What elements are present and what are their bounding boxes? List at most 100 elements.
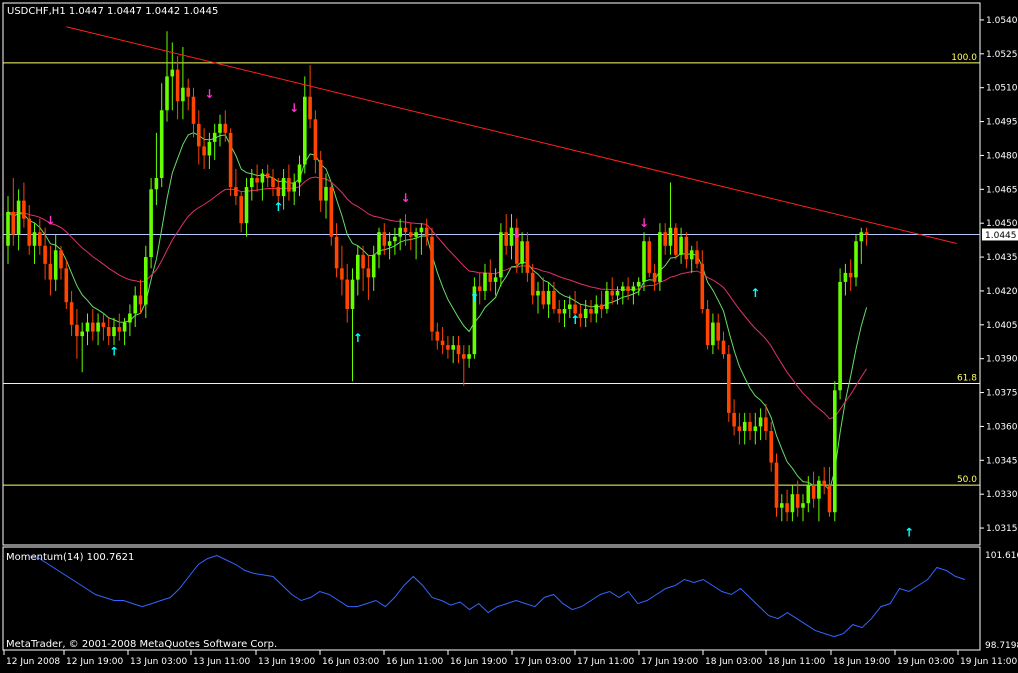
momentum-panel-frame	[2, 546, 981, 651]
candle-body	[769, 430, 773, 463]
price-tag-box	[982, 228, 1018, 241]
candle-body	[822, 480, 826, 486]
candle-body	[197, 123, 201, 147]
candle-body	[552, 290, 556, 310]
candle-body	[477, 286, 482, 291]
candle-body	[377, 232, 381, 255]
candle-body	[764, 417, 768, 431]
trendline-segment	[66, 26, 957, 244]
candle-body	[695, 250, 699, 264]
candle-body	[790, 494, 795, 513]
candle-body	[223, 123, 228, 133]
candle-body	[780, 503, 784, 508]
candle-body	[175, 69, 180, 102]
candle-body	[483, 272, 487, 291]
candle-body	[202, 146, 206, 156]
x-tick-label: 13 Jun 11:00	[193, 657, 250, 667]
candle-body	[128, 313, 132, 323]
candle-body	[652, 272, 657, 282]
candle-body	[605, 290, 609, 310]
up-arrow-icon: ↑	[750, 286, 760, 300]
x-tick-label: 18 Jun 19:00	[833, 657, 890, 667]
candle-body	[509, 227, 514, 246]
y-tick-label: 1.0435	[986, 253, 1018, 263]
candle-body	[371, 254, 376, 278]
candle-body	[525, 241, 530, 273]
candle-body	[451, 345, 455, 350]
x-tick-label: 18 Jun 03:00	[705, 657, 762, 667]
candle-body	[271, 178, 275, 188]
candle-body	[430, 236, 434, 332]
candle-body	[536, 290, 540, 296]
candle-body	[488, 272, 493, 282]
candle-body	[191, 96, 196, 124]
candle-body	[801, 503, 805, 508]
y-tick-label: 1.0420	[986, 287, 1018, 297]
candle-body	[144, 257, 148, 305]
candle-body	[674, 227, 678, 255]
candle-body	[165, 76, 169, 111]
candle-body	[827, 485, 832, 513]
candle-body	[520, 241, 524, 264]
candle-body	[260, 173, 265, 183]
candle-body	[546, 290, 551, 305]
candle-body	[499, 232, 503, 278]
candle-body	[568, 304, 572, 310]
candle-body	[117, 327, 122, 332]
time-axis: 12 Jun 2008 12 Jun 19:00 13 Jun 03:00 13 Ju…	[3, 650, 1017, 667]
y-tick-label: 1.0495	[986, 118, 1018, 128]
candle-body	[170, 69, 175, 77]
candle-body	[562, 309, 567, 314]
down-arrow-icon: ↓	[639, 216, 649, 230]
candle-body	[785, 503, 789, 513]
candle-body	[621, 286, 625, 291]
candle-body	[22, 200, 26, 219]
up-arrow-icon: ↑	[353, 331, 363, 345]
y-tick-label: 1.0480	[986, 151, 1018, 161]
candle-body	[467, 354, 471, 359]
candle-body	[658, 232, 662, 282]
candle-body	[43, 245, 47, 264]
candle-body	[679, 236, 683, 255]
candle-body	[345, 279, 349, 310]
candle-body	[149, 189, 153, 258]
fib-label: 100.0	[951, 53, 977, 63]
candle-body	[663, 232, 667, 246]
candle-body	[265, 173, 270, 179]
candle-body	[250, 178, 254, 188]
candle-body	[287, 178, 291, 192]
candle-body	[64, 268, 69, 303]
candle-body	[615, 290, 620, 296]
candle-body	[387, 241, 392, 246]
candle-body	[80, 331, 84, 337]
candle-body	[742, 421, 747, 431]
candle-body	[106, 327, 111, 337]
y-tick-label: 1.0525	[986, 50, 1018, 60]
candle-body	[626, 286, 630, 291]
x-tick-label: 17 Jun 19:00	[641, 657, 698, 667]
signal-arrows: ↑ ↑ ↑ ↑ ↑ ↑ ↑ ↓ ↓ ↓ ↓ ↓ ↓	[45, 87, 914, 539]
candle-body	[218, 123, 222, 133]
candle-body	[308, 96, 312, 120]
y-tick-label: 1.0465	[986, 185, 1018, 195]
momentum-tick-label: 101.6165	[985, 551, 1018, 561]
y-tick-label: 1.0390	[986, 355, 1018, 365]
candle-body	[239, 196, 243, 224]
symbol-header: USDCHF,H1 1.0447 1.0447 1.0442 1.0445	[7, 6, 218, 17]
candle-body	[393, 236, 397, 242]
y-tick-label: 1.0450	[986, 219, 1018, 229]
y-tick-label: 1.0510	[986, 84, 1018, 94]
candle-body	[234, 187, 238, 197]
price-axis: 1.0540 1.0525 1.0510 1.0495 1.0480 1.0465 1.04…	[980, 16, 1018, 534]
candle-body	[811, 485, 816, 499]
up-arrow-icon: ↑	[570, 313, 580, 327]
y-tick-label: 1.0330	[986, 490, 1018, 500]
y-tick-label: 1.0540	[986, 16, 1018, 26]
candle-body	[38, 232, 42, 246]
candle-body	[361, 254, 365, 269]
candle-body	[101, 322, 106, 328]
candle-body	[727, 354, 731, 413]
candle-body	[711, 322, 715, 346]
candlesticks	[6, 31, 869, 522]
